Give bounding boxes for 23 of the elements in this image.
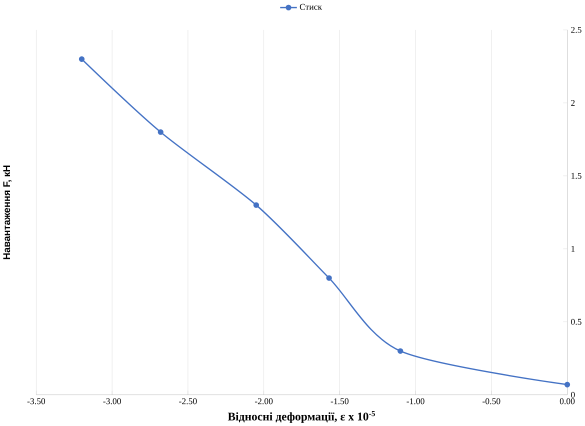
- y-tick-label: 2: [571, 100, 575, 106]
- x-tick-label: -2.50: [179, 398, 197, 404]
- point: [78, 56, 85, 62]
- y-axis-title: Навантаження F, кН: [3, 166, 12, 260]
- point: [564, 382, 570, 388]
- x-tick-label: -1.00: [406, 398, 424, 404]
- point: [326, 275, 332, 281]
- y-tick-label: 0.5: [571, 318, 582, 325]
- point: [398, 348, 404, 354]
- x-tick-label: -3.00: [103, 398, 121, 404]
- x-tick-label: -3.50: [27, 398, 46, 404]
- y-tick-label: 1: [571, 246, 575, 252]
- y-tick-label: 1.5: [571, 172, 582, 179]
- x-tick-label: -0.50: [482, 398, 500, 404]
- legend-label: Стиск: [300, 4, 322, 10]
- x-tick-label: -2.00: [254, 398, 273, 404]
- y-tick-label: 2.5: [571, 26, 582, 33]
- x-tick-label: 0.00: [560, 398, 575, 404]
- x-axis-title: Відносні деформації, ε x 10$^{-5}$: [228, 410, 376, 423]
- point: [253, 202, 260, 208]
- point: [158, 129, 164, 135]
- y-tick-label: 0: [571, 392, 575, 398]
- x-tick-label: -1.50: [330, 398, 349, 404]
